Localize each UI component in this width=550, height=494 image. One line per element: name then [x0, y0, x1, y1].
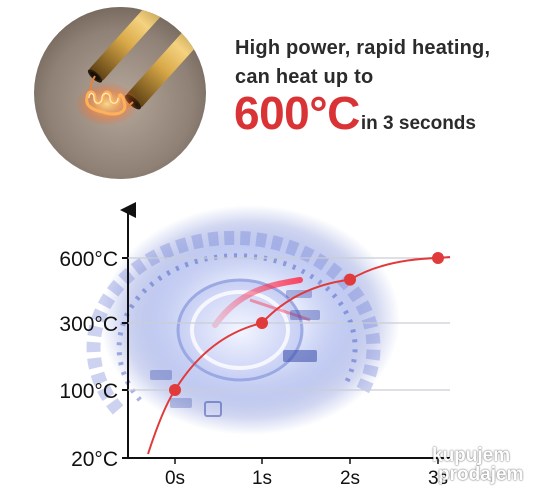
heating-element-icon [34, 7, 206, 179]
speedometer-icon [86, 205, 400, 435]
y-tick-label: 300°C [59, 313, 118, 336]
max-temperature: 600°C [234, 87, 360, 139]
data-point [432, 252, 444, 264]
watermark: kupujem prodajem [432, 446, 550, 490]
x-tick-label: 0s [165, 468, 185, 489]
data-point [169, 384, 181, 396]
x-tick-label: 2s [340, 468, 360, 489]
headline-line-2: can heat up to [235, 66, 374, 88]
y-tick-label: 20°C [71, 448, 118, 471]
time-suffix: in 3 seconds [360, 113, 476, 134]
headline-line-1: High power, rapid heating, [235, 37, 491, 59]
data-point [256, 317, 268, 329]
data-point [344, 273, 356, 286]
temperature-claim: 600°Cin 3 seconds [234, 86, 476, 140]
heating-curve-chart: 20°C 100°C 300°C 600°C 0s 1s 2s 3s [59, 202, 451, 489]
x-tick-label: 3s [428, 468, 448, 489]
headline: High power, rapid heating, can heat up t… [235, 34, 490, 92]
watermark-line-1: kupujem [432, 445, 511, 466]
x-tick-label: 1s [252, 468, 272, 489]
y-tick-label: 600°C [59, 248, 118, 271]
y-tick-label: 100°C [59, 380, 118, 403]
watermark-line-2: prodajem [438, 464, 524, 485]
